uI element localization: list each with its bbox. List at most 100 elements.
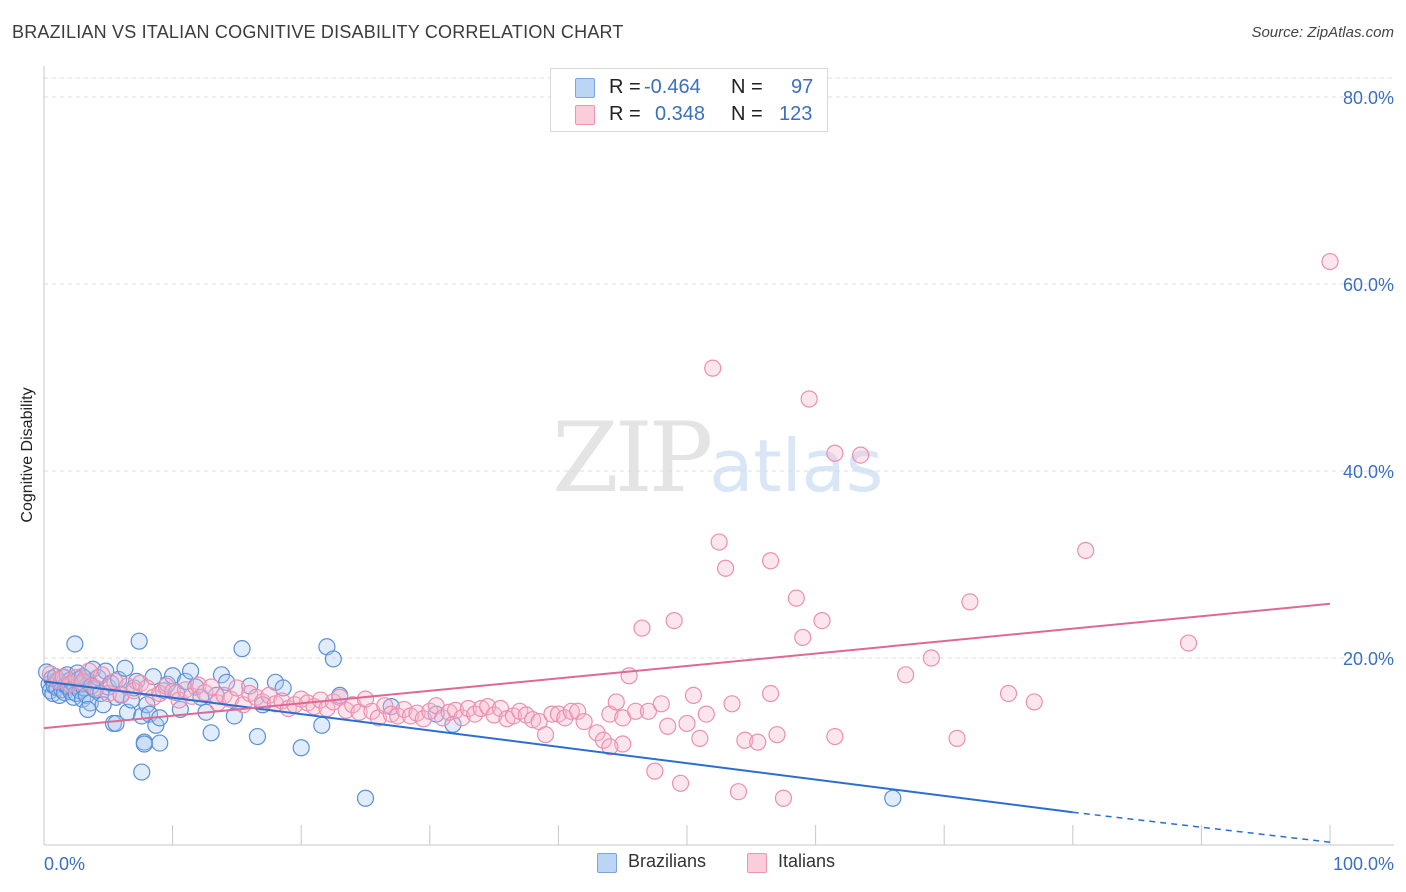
italian-point (575, 712, 593, 731)
legend-r-label: R = (609, 76, 641, 98)
italians-trend-line (43, 602, 1331, 730)
italian-point (601, 738, 619, 756)
brazilian-point (884, 789, 902, 807)
chart-title: BRAZILIAN VS ITALIAN COGNITIVE DISABILIT… (12, 22, 624, 42)
series-italians-points (41, 252, 1339, 807)
y-tick-label-40: 40.0% (1343, 462, 1394, 482)
italian-point (768, 726, 786, 744)
italian-point (524, 711, 542, 729)
italian-point (665, 611, 683, 630)
italian-point (736, 731, 754, 749)
italian-point (395, 700, 413, 719)
brazilian-point (292, 739, 310, 757)
italian-point (826, 444, 844, 462)
italian-point (678, 714, 696, 733)
bottom-swatch-italians (747, 853, 767, 873)
correlation-legend: R = -0.464 N = 97 R = 0.348 N = 123 (550, 68, 828, 132)
italian-point (761, 552, 780, 570)
italian-point (813, 611, 831, 630)
legend-swatch-brazilians (575, 78, 595, 98)
italian-point (897, 666, 915, 684)
italian-point (633, 619, 651, 637)
italian-point (491, 699, 510, 718)
italian-point (729, 783, 748, 801)
italian-point (543, 705, 561, 723)
italian-point (176, 681, 195, 699)
italian-point (761, 684, 780, 703)
italian-point (671, 774, 690, 792)
italian-point (639, 702, 658, 720)
italian-point (684, 686, 703, 705)
italian-point (389, 707, 407, 725)
italian-point (697, 705, 715, 723)
axes (43, 66, 1394, 846)
brazilian-point (313, 716, 331, 734)
y-tick-label-60: 60.0% (1343, 275, 1394, 295)
legend-r-value: 0.348 (655, 103, 706, 125)
brazilian-point (218, 673, 236, 691)
tick-labels: 20.0% 40.0% 60.0% 80.0% 0.0% 100.0% (44, 88, 1394, 874)
italian-point (382, 705, 400, 723)
bottom-swatch-brazilians (597, 853, 617, 873)
legend-r-label: R = (609, 103, 641, 125)
italian-point (774, 789, 793, 807)
italian-point (800, 390, 818, 408)
brazilian-point (202, 724, 220, 742)
brazilian-point (182, 662, 200, 680)
x-tick-label-min: 0.0% (44, 854, 85, 874)
italian-point (453, 709, 471, 727)
bottom-label-italians: Italians (778, 851, 836, 871)
italian-point (710, 533, 728, 551)
italian-point (826, 727, 844, 746)
source-label: Source: ZipAtlas.com (1251, 24, 1394, 41)
italian-point (852, 446, 870, 464)
italian-point (749, 733, 767, 751)
legend-n-label: N = (731, 76, 763, 98)
bottom-label-brazilians: Brazilians (628, 851, 707, 871)
brazilian-point (274, 679, 292, 697)
italian-point (1077, 541, 1095, 560)
legend-n-value: 123 (779, 103, 813, 125)
italian-point (646, 762, 664, 780)
brazilian-point (94, 696, 112, 714)
watermark-zip: ZIP (552, 402, 713, 514)
brazilian-point (135, 735, 153, 753)
italian-point (607, 693, 625, 711)
italian-point (626, 702, 645, 720)
italian-point (691, 729, 709, 748)
legend-row-italians: R = 0.348 N = 123 (551, 101, 827, 127)
italian-point (1179, 634, 1198, 652)
x-tick-label-max: 100.0% (1333, 854, 1394, 874)
italian-point (202, 678, 220, 696)
italian-point (659, 717, 677, 735)
brazilian-point (107, 714, 125, 733)
trend-lines (43, 602, 1331, 843)
italian-point (787, 589, 805, 607)
legend-r-value: -0.464 (644, 76, 701, 98)
brazilians-trend-line (43, 680, 1073, 814)
brazilian-point (116, 659, 134, 677)
y-tick-label-20: 20.0% (1343, 649, 1394, 669)
italian-point (716, 559, 735, 577)
italian-point (594, 731, 613, 749)
italian-point (569, 702, 587, 720)
italian-point (704, 359, 722, 377)
brazilian-point (133, 763, 151, 781)
italian-point (80, 662, 98, 680)
watermark: ZIPatlas (552, 402, 883, 514)
italian-point (562, 702, 580, 720)
y-tick-label-80: 80.0% (1343, 88, 1394, 108)
watermark-atlas: atlas (709, 424, 884, 508)
legend-swatch-italians (575, 105, 595, 125)
italian-point (999, 684, 1018, 703)
brazilian-point (324, 650, 342, 668)
brazilian-point (248, 727, 267, 746)
italian-point (961, 593, 979, 611)
brazilian-point (66, 635, 84, 653)
brazilian-point (79, 700, 97, 719)
italian-point (536, 726, 555, 744)
legend-row-brazilians: R = -0.464 N = 97 (551, 74, 827, 100)
brazilian-point (151, 734, 169, 752)
italian-point (723, 695, 741, 713)
